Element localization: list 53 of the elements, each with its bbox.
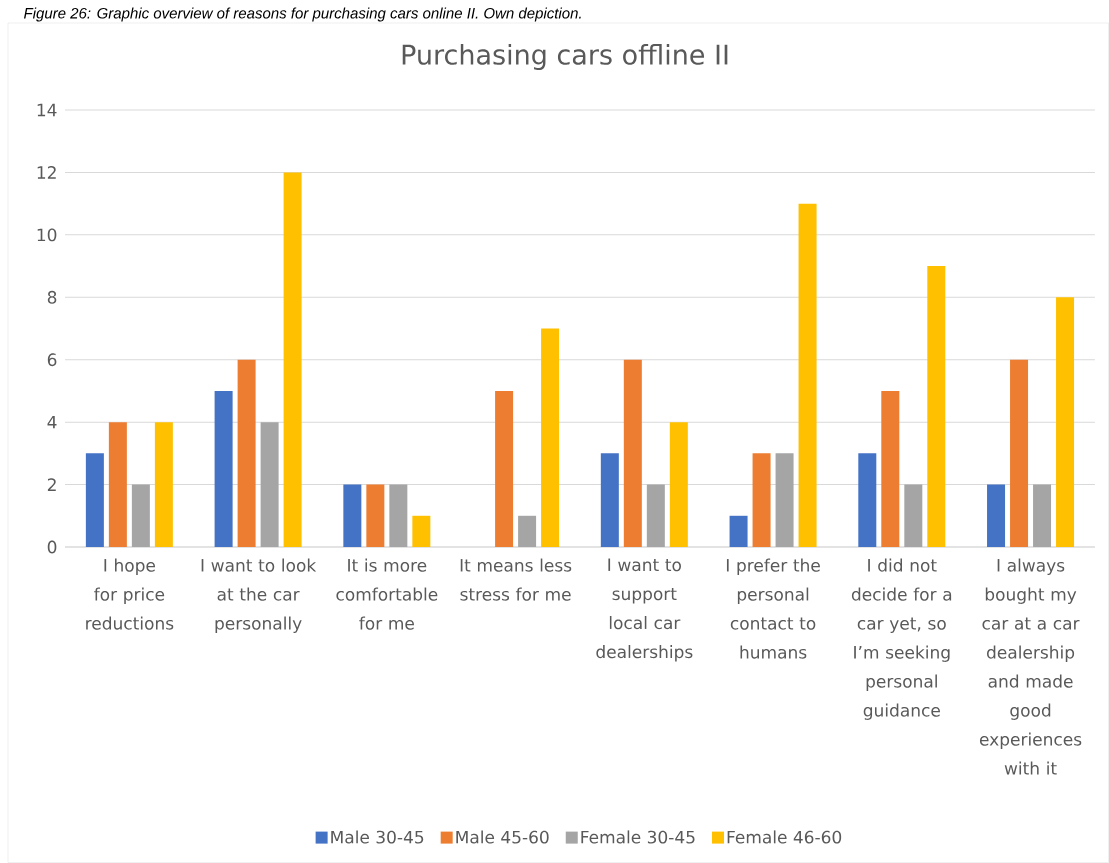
x-tick-label: I did not decide for a car yet, so I’m seeking personal guidance: [851, 558, 952, 720]
legend-label: Female 46-60: [727, 830, 842, 844]
bar: [646, 484, 665, 547]
bar: [1033, 484, 1052, 547]
y-tick-label: 10: [37, 228, 57, 242]
bar: [669, 422, 688, 547]
bar: [623, 359, 642, 547]
legend-label: Female 30-45: [581, 830, 695, 844]
bar: [927, 266, 946, 547]
y-tick-label: 4: [47, 415, 57, 429]
bar: [108, 422, 127, 547]
x-tick-label: It is more comfortable for me: [336, 558, 438, 630]
bar: [343, 484, 362, 547]
x-tick-label: I want to support local car dealerships: [596, 558, 693, 662]
y-tick-label: 12: [37, 166, 56, 179]
x-tick-label: I want to look at the car personally: [201, 558, 317, 633]
legend-label: Male 30-45: [331, 830, 424, 844]
bar: [729, 515, 748, 547]
x-tick-label: I prefer the personal contact to humans: [726, 558, 820, 659]
bar: [260, 422, 279, 547]
x-tick-label: I hope for price reductions: [86, 558, 174, 630]
bar: [518, 515, 537, 547]
bar: [154, 422, 173, 547]
y-tick-label: 8: [47, 290, 57, 304]
bar: [412, 515, 431, 547]
bar: [881, 390, 900, 547]
bar: [495, 390, 514, 547]
bar: [541, 328, 560, 547]
y-tick-label: 0: [47, 540, 57, 554]
bar: [600, 453, 619, 547]
bar: [366, 484, 385, 547]
bar: [987, 484, 1006, 547]
y-tick-label: 2: [47, 478, 56, 491]
legend-label: Male 45-60: [456, 830, 549, 844]
bar: [283, 172, 302, 547]
bar: [752, 453, 771, 547]
caption: Figure 26: Graphic overview of reasons for purchasing cars online II. Own depiction.: [23, 7, 581, 22]
bar: [237, 359, 256, 547]
x-tick-label: I always bought my car at a car dealership and made good experiences with it: [979, 558, 1082, 775]
bar: [1056, 297, 1075, 547]
bar: [858, 453, 877, 547]
bar: [904, 484, 923, 547]
y-tick-label: 14: [37, 103, 57, 117]
bar: [214, 390, 233, 547]
bar: [131, 484, 150, 547]
bar: [85, 453, 104, 547]
bar: [1010, 359, 1029, 547]
bar: [389, 484, 408, 547]
bar: [775, 453, 794, 547]
y-tick-label: 6: [47, 353, 57, 367]
x-tick-label: It means less stress for me: [460, 558, 572, 601]
bar: [798, 203, 817, 547]
chart-title: Purchasing cars offline II: [402, 43, 728, 71]
